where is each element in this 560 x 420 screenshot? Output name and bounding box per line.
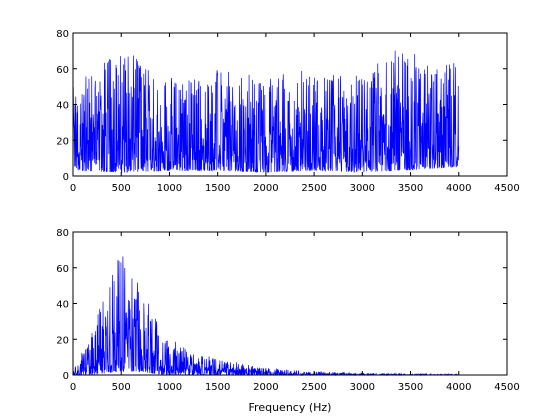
x-tick-label: 4500 xyxy=(494,183,519,194)
top-signal-line xyxy=(72,50,460,174)
x-tick-label: 2500 xyxy=(301,382,326,393)
bottom-ticks: 0 500 1000 1500 2000 2500 3000 3500 4000 4500 0 20 4… xyxy=(56,228,519,393)
x-tick-label: 3500 xyxy=(398,183,423,194)
x-tick-label: 500 xyxy=(112,382,131,393)
top-ticks: 0 500 1000 1500 2000 2500 3000 3500 4000 4500 0 20 4… xyxy=(56,29,519,194)
x-tick-label: 3500 xyxy=(398,382,423,393)
x-tick-label: 1000 xyxy=(157,382,182,393)
y-tick-label: 20 xyxy=(56,335,69,346)
y-tick-label: 0 xyxy=(63,371,69,382)
x-tick-label: 3000 xyxy=(350,382,375,393)
signal-line-path xyxy=(72,50,460,174)
x-tick-label: 3000 xyxy=(350,183,375,194)
bottom-spectrum-line xyxy=(72,256,460,377)
x-tick-label: 1500 xyxy=(205,183,230,194)
x-tick-label: 2000 xyxy=(253,183,278,194)
x-tick-label: 2000 xyxy=(253,382,278,393)
x-tick-label: 0 xyxy=(70,183,76,194)
top-subplot: 0 500 1000 1500 2000 2500 3000 3500 4000 4500 0 20 4… xyxy=(56,29,519,194)
y-tick-label: 80 xyxy=(56,228,69,239)
bottom-x-axis-label: Frequency (Hz) xyxy=(249,401,332,414)
y-tick-label: 80 xyxy=(56,29,69,40)
y-tick-label: 40 xyxy=(56,300,69,311)
x-tick-label: 1000 xyxy=(157,183,182,194)
x-tick-label: 4500 xyxy=(494,382,519,393)
bottom-subplot: 0 500 1000 1500 2000 2500 3000 3500 4000 4500 0 20 4… xyxy=(56,228,519,414)
y-tick-label: 20 xyxy=(56,136,69,147)
x-tick-label: 0 xyxy=(70,382,76,393)
signal-line-path xyxy=(72,256,460,377)
y-tick-label: 60 xyxy=(56,264,69,275)
x-tick-label: 2500 xyxy=(301,183,326,194)
x-tick-label: 1500 xyxy=(205,382,230,393)
y-tick-label: 40 xyxy=(56,101,69,112)
x-tick-label: 500 xyxy=(112,183,131,194)
y-tick-label: 60 xyxy=(56,65,69,76)
y-tick-label: 0 xyxy=(63,172,69,183)
x-tick-label: 4000 xyxy=(446,382,471,393)
x-tick-label: 4000 xyxy=(446,183,471,194)
